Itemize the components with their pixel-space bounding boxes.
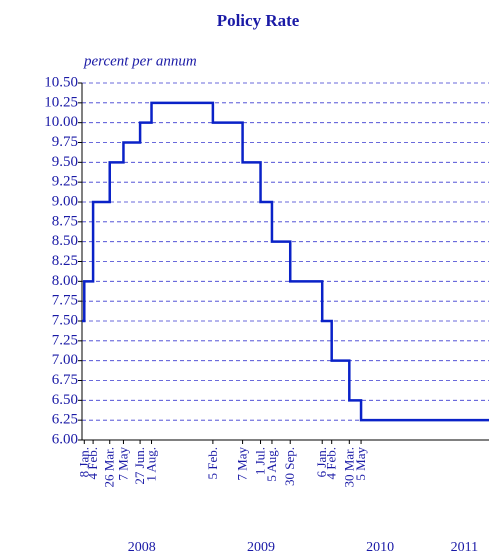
x-tick-label: 8 Jan. bbox=[76, 447, 91, 477]
x-tick-label: 5 Feb. bbox=[205, 447, 220, 480]
y-tick-label: 9.00 bbox=[52, 193, 78, 209]
chart-subtitle: percent per annum bbox=[83, 53, 197, 69]
y-tick-label: 6.75 bbox=[52, 372, 78, 388]
year-label: 2008 bbox=[128, 540, 156, 555]
x-tick-label: 6 Jan. bbox=[314, 447, 329, 477]
y-tick-label: 9.75 bbox=[52, 134, 78, 150]
x-tick-label: 1 Aug. bbox=[144, 447, 159, 482]
x-tick-label: 30 Sep. bbox=[282, 447, 297, 486]
x-tick-label: 5 May bbox=[353, 447, 368, 481]
x-tick-label: 4 Feb. bbox=[85, 447, 100, 480]
y-tick-label: 7.50 bbox=[52, 312, 78, 328]
year-label: 2010 bbox=[366, 540, 394, 555]
y-tick-label: 10.25 bbox=[44, 94, 78, 110]
y-tick-label: 7.00 bbox=[52, 352, 78, 368]
y-tick-label: 7.25 bbox=[52, 332, 78, 348]
x-tick-label: 1 Jul. bbox=[253, 447, 268, 475]
year-label: 2009 bbox=[247, 540, 275, 555]
y-tick-label: 9.25 bbox=[52, 174, 78, 190]
y-tick-label: 7.75 bbox=[52, 293, 78, 309]
y-tick-label: 6.25 bbox=[52, 412, 78, 428]
x-tick-label: 5 Aug. bbox=[264, 447, 279, 482]
rate-line bbox=[82, 101, 489, 422]
x-tick-label: 27 Jun. bbox=[132, 447, 147, 485]
y-tick-label: 10.50 bbox=[44, 74, 78, 90]
x-tick-label: 7 May bbox=[235, 447, 250, 481]
y-tick-label: 6.00 bbox=[52, 431, 78, 447]
y-tick-label: 8.75 bbox=[52, 213, 78, 229]
y-tick-label: 6.50 bbox=[52, 392, 78, 408]
y-tick-label: 9.50 bbox=[52, 154, 78, 170]
year-label: 2011 bbox=[451, 540, 478, 555]
chart-title: Policy Rate bbox=[217, 11, 300, 30]
y-tick-label: 8.00 bbox=[52, 273, 78, 289]
x-tick-label: 30 Mar. bbox=[341, 447, 356, 487]
y-tick-label: 8.25 bbox=[52, 253, 78, 269]
x-tick-label: 7 May bbox=[115, 447, 130, 481]
y-tick-label: 10.00 bbox=[44, 114, 78, 130]
y-tick-label: 8.50 bbox=[52, 233, 78, 249]
x-tick-label: 4 Feb. bbox=[324, 447, 339, 480]
x-tick-label: 26 Mar. bbox=[102, 447, 117, 487]
